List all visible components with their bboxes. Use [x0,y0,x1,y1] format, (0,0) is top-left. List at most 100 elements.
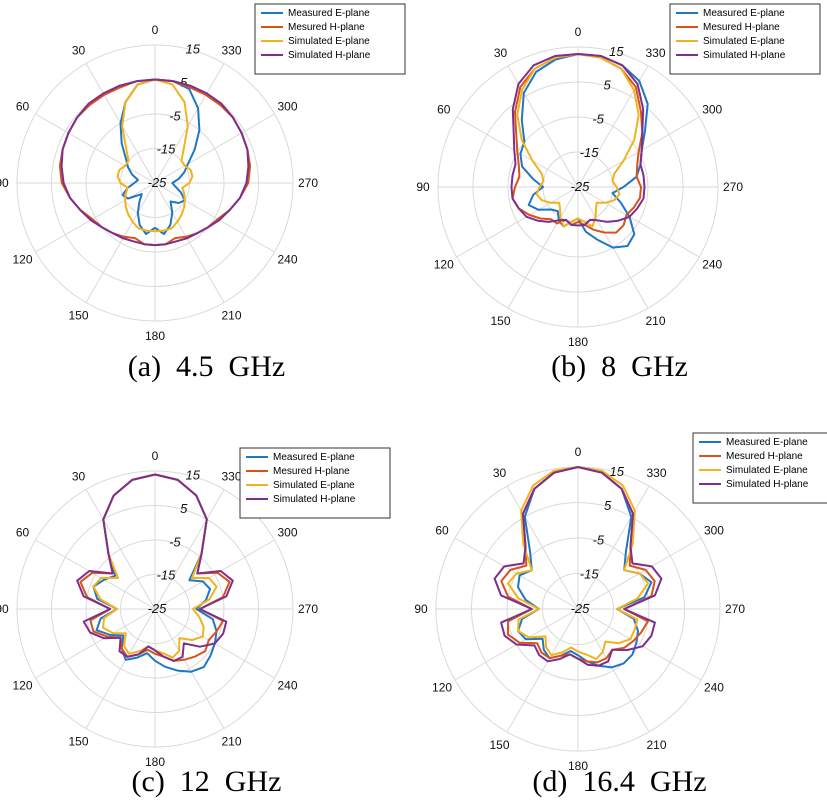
legend-frame [669,3,821,75]
chart-caption-a: (a) 4.5 GHz [127,350,286,383]
grid-spoke [577,608,650,733]
legend-label: Simulated H-plane [703,50,786,61]
r-tick-label: -15 [157,142,177,157]
theta-tick-label: 330 [646,466,666,480]
theta-tick-label: 240 [277,253,297,267]
theta-tick-label: 210 [645,314,665,328]
polar-chart-a: 0 30 60 90 120 150 180 210 240 270 300 330 15 5 -5 -15 -… [0,3,406,343]
polar-chart-c: 0 30 60 90 120 150 180 210 240 270 300 330 15 5 -5 -15 -… [0,447,391,769]
r-tick-label: 15 [185,42,200,57]
legend-label: Simulated E-plane [703,36,785,47]
legend-label: Simulated E-plane [273,480,355,491]
legend-label: Simulated E-plane [288,36,370,47]
legend-label: Mesured H-plane [726,451,803,462]
theta-tick-label: 330 [645,46,665,60]
theta-tick-label: 30 [72,469,86,483]
grid-spoke [154,113,275,184]
theta-tick-label: 0 [575,445,582,459]
legend-label: Measured E-plane [273,452,355,463]
grid-spoke [154,539,275,610]
theta-tick-label: 120 [12,253,32,267]
polar-chart-d: 0 30 60 90 120 150 180 210 240 270 300 330 15 5 -5 -15 -… [414,432,827,773]
theta-tick-label: 180 [145,755,165,769]
grid-spoke [507,186,579,309]
grid-spoke [85,489,156,610]
theta-tick-label: 300 [702,103,722,117]
theta-tick-label: 120 [434,258,454,272]
series-line-mesured-h-plane [79,473,231,662]
legend-label: Simulated E-plane [726,465,808,476]
series-line-simulated-e-plane [116,78,194,233]
r-tick-label: 5 [604,78,612,93]
legend-label: Simulated H-plane [273,494,356,505]
theta-tick-label: 90 [0,176,9,190]
legend-frame [692,432,827,504]
theta-tick-label: 90 [416,180,430,194]
series-line-simulated-e-plane [516,53,640,228]
legend-label: Simulated H-plane [288,50,371,61]
legend-label: Measured E-plane [703,8,785,19]
polar-chart-panel-b: 0 30 60 90 120 150 180 210 240 270 300 330 15 5 -5 -15 -… [413,0,826,405]
theta-tick-label: 180 [568,759,588,773]
theta-tick-label: 60 [16,100,30,114]
series-line-measured-e-plane [92,473,218,673]
theta-tick-label: 210 [221,735,241,749]
r-tick-label: -5 [592,111,604,126]
theta-tick-label: 330 [221,43,241,57]
series-line-mesured-h-plane [511,53,644,234]
grid-spoke [35,539,156,610]
grid-spoke [506,608,579,733]
theta-tick-label: 300 [277,526,297,540]
theta-tick-label: 330 [221,469,241,483]
r-tick-label: 15 [185,468,200,483]
theta-tick-label: 300 [277,100,297,114]
r-tick-label: -5 [169,108,181,123]
grid-spoke [577,186,700,258]
r-tick-label: 5 [180,75,188,90]
theta-tick-label: 150 [489,738,509,752]
chart-caption-d: (d) 16.4 GHz [532,765,707,798]
series-line-simulated-h-plane [60,78,250,247]
legend-label: Measured E-plane [288,8,370,19]
grid-spoke [154,489,225,610]
theta-tick-label: 150 [68,735,88,749]
theta-tick-label: 180 [568,335,588,349]
theta-tick-label: 120 [12,679,32,693]
grid-spoke [154,182,225,303]
theta-tick-label: 60 [435,524,449,538]
series-line-simulated-h-plane [510,53,646,227]
r-tick-label: -25 [148,175,168,190]
legend-frame [254,3,406,75]
theta-tick-label: 210 [646,738,666,752]
legend-label: Mesured H-plane [703,22,780,33]
r-tick-label: -25 [148,601,168,616]
grid-spoke [85,608,156,729]
r-tick-label: -15 [580,567,600,582]
legend-frame [239,447,391,519]
theta-tick-label: 270 [723,180,743,194]
theta-tick-label: 240 [702,258,722,272]
polar-grid [16,470,294,748]
chart-legend: Measured E-plane Mesured H-plane Simulated… [254,3,406,75]
legend-label: Simulated H-plane [726,479,809,490]
chart-caption-c: (c) 12 GHz [131,765,282,798]
legend-label: Mesured H-plane [288,22,365,33]
theta-tick-label: 150 [68,309,88,323]
grid-spoke [506,485,579,610]
grid-spoke [85,182,156,303]
grid-spoke [507,65,579,188]
polar-chart-panel-c: 0 30 60 90 120 150 180 210 240 270 300 330 15 5 -5 -15 -… [0,405,413,810]
grid-spoke [577,65,649,188]
theta-tick-label: 0 [575,25,582,39]
grid-spoke [456,186,579,258]
r-tick-label: -5 [593,532,605,547]
theta-tick-label: 60 [16,526,30,540]
series-line-simulated-e-plane [506,466,650,660]
legend-label: Mesured H-plane [273,466,350,477]
grid-spoke [154,608,225,729]
r-tick-label: 5 [604,498,612,513]
chart-legend: Measured E-plane Mesured H-plane Simulated… [239,447,391,519]
polar-chart-panel-a: 0 30 60 90 120 150 180 210 240 270 300 330 15 5 -5 -15 -… [0,0,413,405]
r-tick-label: -5 [169,534,181,549]
grid-spoke [35,608,156,679]
